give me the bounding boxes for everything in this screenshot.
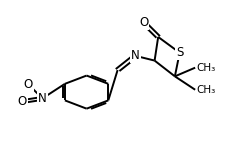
Text: CH₃: CH₃ [196, 85, 216, 95]
Text: O: O [18, 95, 27, 108]
Text: S: S [176, 46, 183, 59]
Text: N: N [131, 49, 140, 62]
Text: O: O [24, 78, 33, 91]
Text: O: O [139, 16, 149, 29]
Text: N: N [38, 92, 47, 105]
Text: CH₃: CH₃ [196, 63, 216, 73]
